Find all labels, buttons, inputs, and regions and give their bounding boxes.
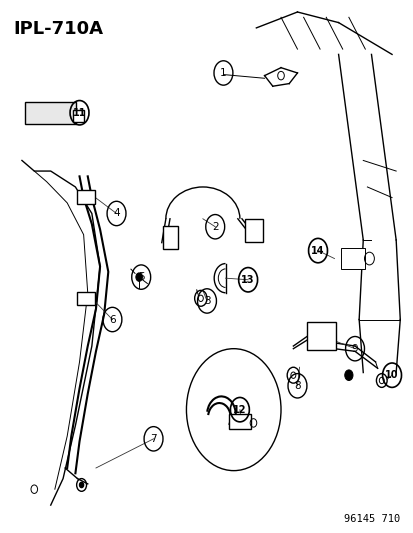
Text: 14: 14 [311, 246, 324, 256]
Circle shape [79, 482, 83, 488]
Text: IPL-710A: IPL-710A [14, 20, 104, 38]
Text: 2: 2 [211, 222, 218, 232]
Text: 8: 8 [294, 381, 300, 391]
FancyBboxPatch shape [306, 321, 335, 350]
Text: 1: 1 [220, 68, 226, 78]
FancyBboxPatch shape [76, 292, 95, 305]
FancyBboxPatch shape [25, 102, 76, 124]
FancyBboxPatch shape [163, 225, 177, 249]
FancyBboxPatch shape [244, 219, 263, 242]
Text: 12: 12 [233, 405, 246, 415]
Text: 11: 11 [73, 108, 86, 118]
Text: 6: 6 [109, 314, 116, 325]
FancyBboxPatch shape [73, 110, 84, 122]
Text: 7: 7 [150, 434, 157, 444]
Text: 13: 13 [241, 274, 254, 285]
Text: 10: 10 [385, 370, 398, 380]
Text: 9: 9 [351, 344, 358, 354]
FancyBboxPatch shape [340, 248, 364, 269]
Text: 4: 4 [113, 208, 119, 219]
Circle shape [344, 370, 352, 381]
Text: 96145 710: 96145 710 [343, 514, 399, 523]
Text: 3: 3 [203, 296, 210, 306]
Circle shape [135, 273, 142, 281]
FancyBboxPatch shape [76, 190, 95, 204]
Text: 5: 5 [138, 272, 144, 282]
FancyBboxPatch shape [228, 414, 250, 429]
